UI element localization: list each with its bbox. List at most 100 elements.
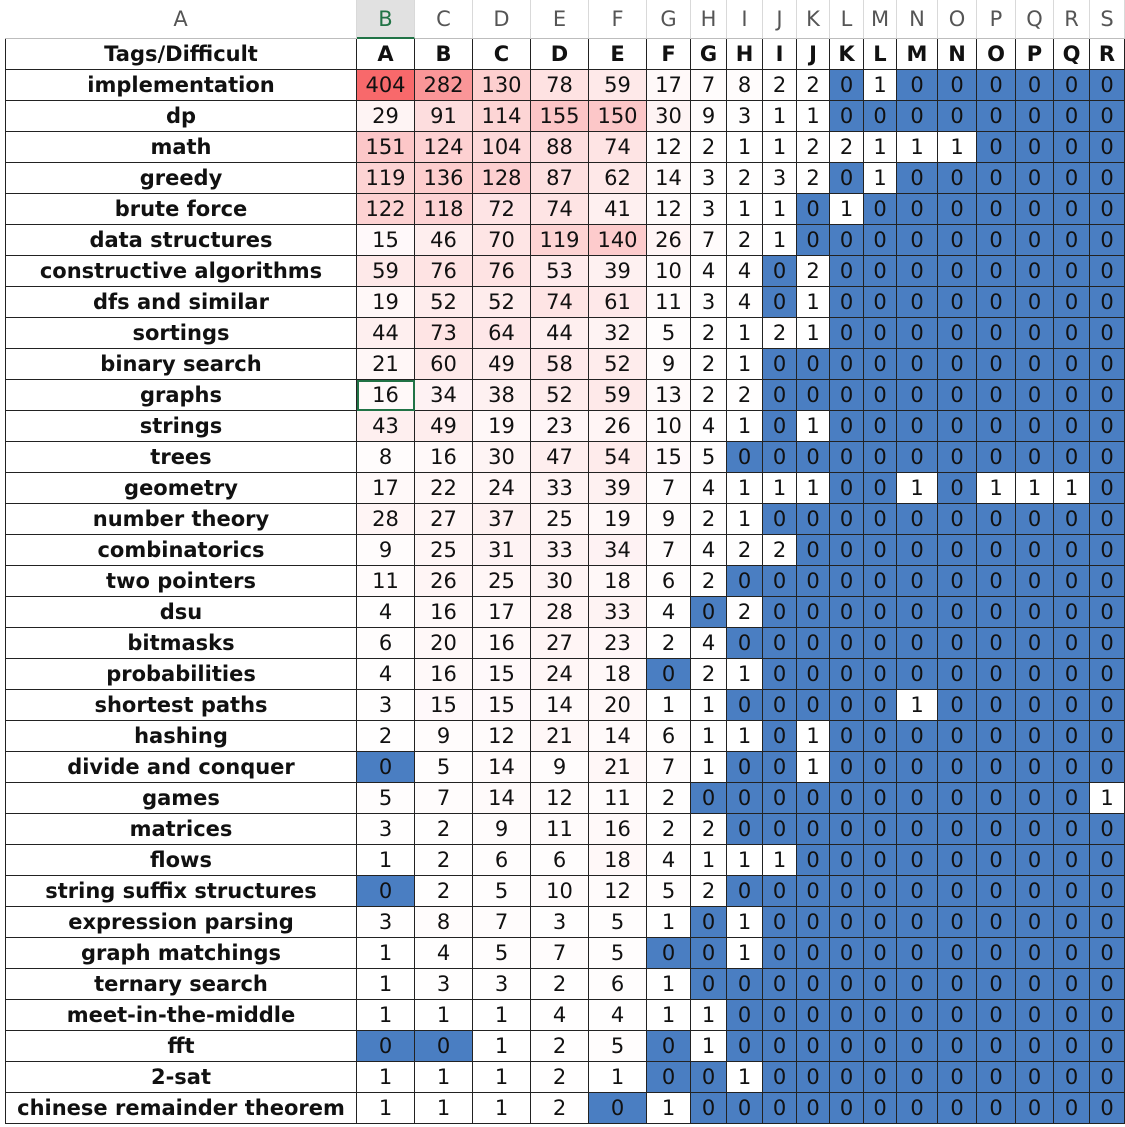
count-cell[interactable]: 2 xyxy=(531,1062,589,1093)
count-cell[interactable]: 12 xyxy=(647,132,691,163)
count-cell[interactable]: 0 xyxy=(797,535,830,566)
count-cell[interactable]: 0 xyxy=(977,287,1016,318)
count-cell[interactable]: 0 xyxy=(1090,256,1125,287)
count-cell[interactable]: 2 xyxy=(691,132,727,163)
count-cell[interactable]: 19 xyxy=(357,287,415,318)
count-cell[interactable]: 0 xyxy=(1090,442,1125,473)
count-cell[interactable]: 0 xyxy=(897,938,938,969)
count-cell[interactable]: 0 xyxy=(1090,535,1125,566)
count-cell[interactable]: 3 xyxy=(763,163,797,194)
count-cell[interactable]: 1 xyxy=(647,1000,691,1031)
column-letter[interactable]: B xyxy=(357,0,415,39)
count-cell[interactable]: 1 xyxy=(797,752,830,783)
count-cell[interactable]: 1 xyxy=(727,132,763,163)
count-cell[interactable]: 0 xyxy=(830,597,864,628)
count-cell[interactable]: 0 xyxy=(763,969,797,1000)
count-cell[interactable]: 0 xyxy=(830,101,864,132)
count-cell[interactable]: 0 xyxy=(938,318,977,349)
count-cell[interactable]: 72 xyxy=(473,194,531,225)
count-cell[interactable]: 2 xyxy=(727,380,763,411)
count-cell[interactable]: 4 xyxy=(647,845,691,876)
count-cell[interactable]: 0 xyxy=(727,783,763,814)
count-cell[interactable]: 17 xyxy=(473,597,531,628)
count-cell[interactable]: 33 xyxy=(589,597,647,628)
count-cell[interactable]: 24 xyxy=(473,473,531,504)
count-cell[interactable]: 0 xyxy=(830,1031,864,1062)
count-cell[interactable]: 4 xyxy=(691,628,727,659)
count-cell[interactable]: 0 xyxy=(938,225,977,256)
difficulty-header[interactable]: N xyxy=(938,39,977,70)
count-cell[interactable]: 0 xyxy=(830,907,864,938)
count-cell[interactable]: 46 xyxy=(415,225,473,256)
count-cell[interactable]: 0 xyxy=(977,1000,1016,1031)
count-cell[interactable]: 0 xyxy=(864,318,897,349)
count-cell[interactable]: 0 xyxy=(864,845,897,876)
count-cell[interactable]: 1 xyxy=(763,194,797,225)
count-cell[interactable]: 28 xyxy=(357,504,415,535)
count-cell[interactable]: 0 xyxy=(1016,814,1054,845)
difficulty-header[interactable]: O xyxy=(977,39,1016,70)
count-cell[interactable]: 15 xyxy=(357,225,415,256)
count-cell[interactable]: 0 xyxy=(1016,1000,1054,1031)
count-cell[interactable]: 52 xyxy=(589,349,647,380)
count-cell[interactable]: 0 xyxy=(864,504,897,535)
count-cell[interactable]: 0 xyxy=(977,1062,1016,1093)
count-cell[interactable]: 0 xyxy=(977,101,1016,132)
count-cell[interactable]: 0 xyxy=(938,1031,977,1062)
count-cell[interactable]: 0 xyxy=(938,845,977,876)
count-cell[interactable]: 47 xyxy=(531,442,589,473)
count-cell[interactable]: 15 xyxy=(647,442,691,473)
count-cell[interactable]: 1 xyxy=(797,101,830,132)
count-cell[interactable]: 0 xyxy=(977,566,1016,597)
tag-name[interactable]: expression parsing xyxy=(5,907,357,938)
count-cell[interactable]: 0 xyxy=(1054,690,1090,721)
count-cell[interactable]: 8 xyxy=(415,907,473,938)
count-cell[interactable]: 0 xyxy=(691,969,727,1000)
count-cell[interactable]: 2 xyxy=(727,163,763,194)
count-cell[interactable]: 21 xyxy=(589,752,647,783)
count-cell[interactable]: 37 xyxy=(473,504,531,535)
count-cell[interactable]: 0 xyxy=(938,938,977,969)
count-cell[interactable]: 0 xyxy=(977,318,1016,349)
count-cell[interactable]: 5 xyxy=(647,318,691,349)
count-cell[interactable]: 0 xyxy=(1016,535,1054,566)
count-cell[interactable]: 0 xyxy=(977,814,1016,845)
count-cell[interactable]: 18 xyxy=(589,659,647,690)
count-cell[interactable]: 0 xyxy=(938,659,977,690)
count-cell[interactable]: 9 xyxy=(473,814,531,845)
count-cell[interactable]: 16 xyxy=(357,380,415,411)
count-cell[interactable]: 0 xyxy=(727,1093,763,1124)
count-cell[interactable]: 0 xyxy=(691,938,727,969)
count-cell[interactable]: 0 xyxy=(727,566,763,597)
count-cell[interactable]: 0 xyxy=(1090,101,1125,132)
count-cell[interactable]: 1 xyxy=(977,473,1016,504)
column-letter[interactable]: L xyxy=(830,0,864,39)
count-cell[interactable]: 0 xyxy=(938,876,977,907)
count-cell[interactable]: 19 xyxy=(473,411,531,442)
tag-name[interactable]: shortest paths xyxy=(5,690,357,721)
tag-name[interactable]: dsu xyxy=(5,597,357,628)
tag-name[interactable]: graphs xyxy=(5,380,357,411)
count-cell[interactable]: 44 xyxy=(531,318,589,349)
count-cell[interactable]: 26 xyxy=(415,566,473,597)
count-cell[interactable]: 2 xyxy=(691,566,727,597)
count-cell[interactable]: 0 xyxy=(977,442,1016,473)
tag-name[interactable]: binary search xyxy=(5,349,357,380)
count-cell[interactable]: 9 xyxy=(647,504,691,535)
count-cell[interactable]: 2 xyxy=(763,70,797,101)
count-cell[interactable]: 404 xyxy=(357,70,415,101)
difficulty-header[interactable]: A xyxy=(357,39,415,70)
count-cell[interactable]: 0 xyxy=(1016,597,1054,628)
count-cell[interactable]: 1 xyxy=(647,969,691,1000)
count-cell[interactable]: 4 xyxy=(357,597,415,628)
count-cell[interactable]: 54 xyxy=(589,442,647,473)
count-cell[interactable]: 1 xyxy=(763,225,797,256)
count-cell[interactable]: 0 xyxy=(763,628,797,659)
count-cell[interactable]: 1 xyxy=(357,1000,415,1031)
count-cell[interactable]: 9 xyxy=(531,752,589,783)
count-cell[interactable]: 0 xyxy=(1054,535,1090,566)
count-cell[interactable]: 2 xyxy=(647,814,691,845)
count-cell[interactable]: 0 xyxy=(938,163,977,194)
count-cell[interactable]: 0 xyxy=(1016,349,1054,380)
count-cell[interactable]: 2 xyxy=(691,876,727,907)
